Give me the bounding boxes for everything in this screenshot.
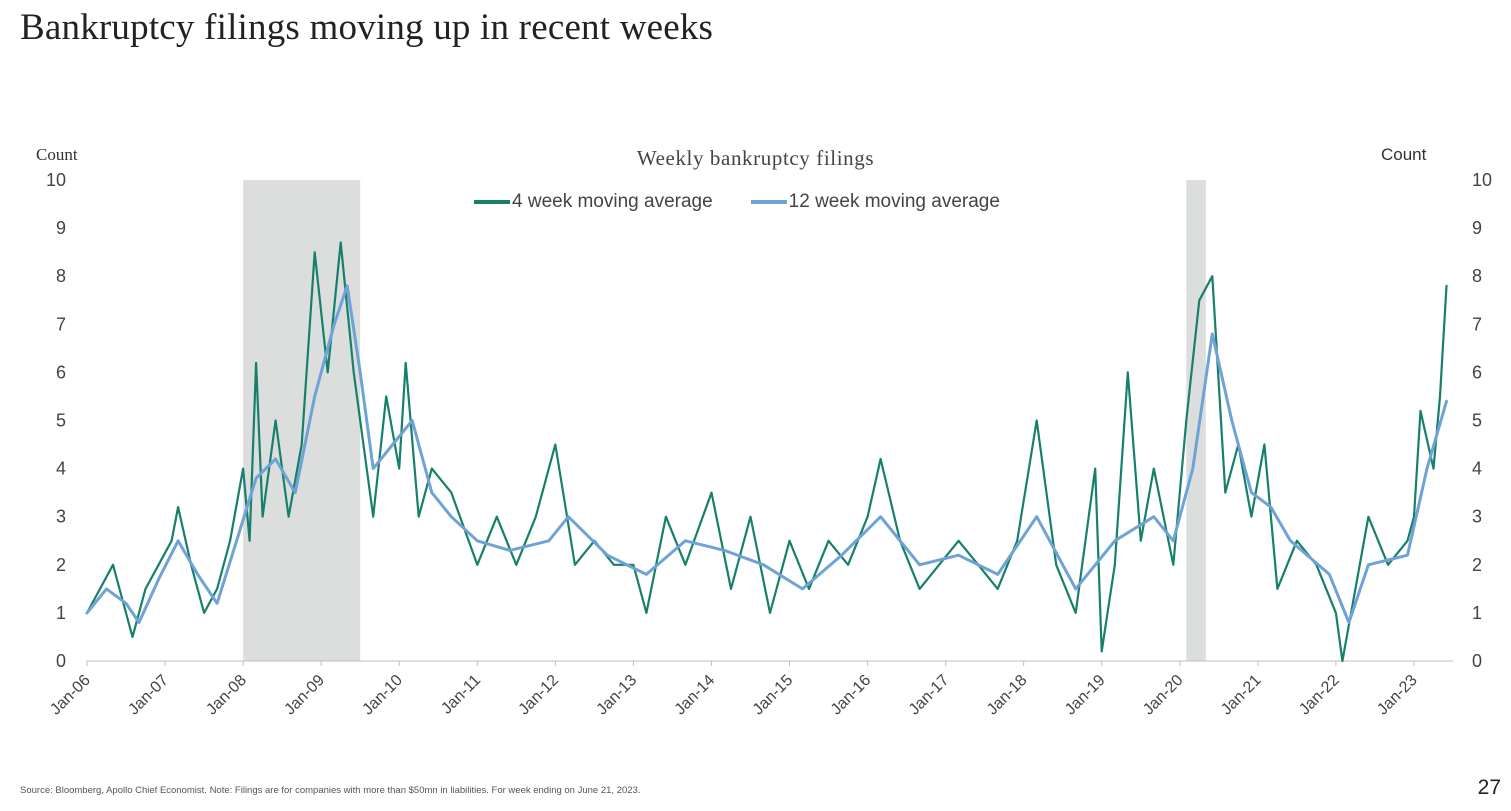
y-axis-label-left: Count [36, 145, 78, 164]
slide-title: Bankruptcy filings moving up in recent w… [20, 7, 714, 48]
x-tick-label-2008: Jan-08 [203, 672, 250, 719]
series-line-12wk [85, 284, 1448, 624]
recession-band-1 [1186, 180, 1206, 661]
y-tick-left-2: 2 [56, 555, 66, 575]
x-tick-label-2017: Jan-17 [906, 672, 953, 719]
legend: 4 week moving average 12 week moving ave… [474, 190, 1038, 214]
x-tick-label-2023: Jan-23 [1374, 672, 1421, 719]
y-tick-right-3: 3 [1472, 507, 1482, 527]
x-tick-label-2009: Jan-09 [281, 672, 328, 719]
y-tick-left-4: 4 [56, 459, 66, 479]
legend-label-4wk: 4 week moving average [512, 191, 713, 212]
x-tick-label-2022: Jan-22 [1296, 672, 1343, 719]
y-tick-left-7: 7 [56, 314, 66, 334]
series-line-4wk [85, 241, 1448, 663]
series-lines [85, 241, 1448, 663]
y-tick-left-8: 8 [56, 266, 66, 286]
recession-band-0 [243, 180, 361, 661]
x-tick-label-2013: Jan-13 [594, 672, 641, 719]
y-tick-right-2: 2 [1472, 555, 1482, 575]
x-tick-label-2006: Jan-06 [47, 672, 94, 719]
y-tick-left-1: 1 [56, 603, 66, 623]
recession-shading [243, 180, 1206, 661]
x-tick-label-2011: Jan-11 [438, 672, 484, 718]
x-tick-label-2007: Jan-07 [125, 672, 172, 719]
y-tick-right-1: 1 [1472, 603, 1482, 623]
y-tick-right-5: 5 [1472, 411, 1482, 431]
source-note: Source: Bloomberg, Apollo Chief Economis… [20, 785, 641, 796]
y-tick-left-3: 3 [56, 507, 66, 527]
x-tick-label-2021: Jan-21 [1218, 672, 1265, 719]
legend-swatch-4wk [474, 200, 510, 204]
legend-item-4wk: 4 week moving average [474, 191, 713, 213]
y-tick-right-8: 8 [1472, 266, 1482, 286]
x-tick-label-2014: Jan-14 [672, 672, 719, 719]
x-tick-label-2019: Jan-19 [1062, 672, 1109, 719]
y-tick-right-0: 0 [1472, 651, 1482, 671]
y-tick-right-7: 7 [1472, 314, 1482, 334]
x-tick-label-2012: Jan-12 [516, 672, 563, 719]
y-tick-right-9: 9 [1472, 218, 1482, 238]
legend-item-12wk: 12 week moving average [750, 191, 1000, 213]
chart-title: Weekly bankruptcy filings [636, 146, 875, 170]
legend-swatch-12wk [750, 200, 787, 204]
y-tick-right-10: 10 [1472, 170, 1492, 190]
x-tick-label-2015: Jan-15 [750, 672, 797, 719]
x-tick-label-2010: Jan-10 [359, 672, 406, 719]
x-tick-label-2016: Jan-16 [828, 672, 875, 719]
page-number: 27 [1477, 776, 1501, 799]
x-tick-label-2018: Jan-18 [984, 672, 1031, 719]
legend-label-12wk: 12 week moving average [788, 191, 1000, 212]
x-tick-label-2020: Jan-20 [1140, 672, 1187, 719]
y-tick-left-9: 9 [56, 218, 66, 238]
y-tick-left-10: 10 [46, 170, 66, 190]
y-axis-label-right: Count [1381, 145, 1427, 164]
y-tick-left-6: 6 [56, 362, 66, 382]
y-tick-right-4: 4 [1472, 459, 1482, 479]
y-tick-left-5: 5 [56, 411, 66, 431]
y-tick-right-6: 6 [1472, 362, 1482, 382]
y-tick-left-0: 0 [56, 651, 66, 671]
